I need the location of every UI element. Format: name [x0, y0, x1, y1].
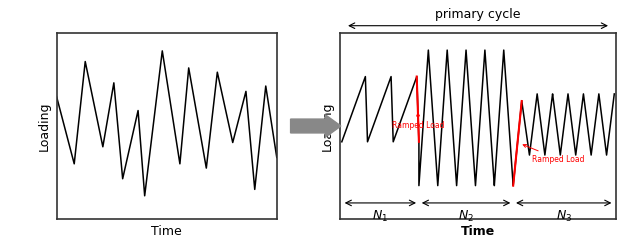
Y-axis label: Loading: Loading	[38, 101, 51, 151]
Text: Ramped Load: Ramped Load	[523, 144, 585, 164]
Text: Ramped Load: Ramped Load	[392, 113, 445, 130]
Y-axis label: Loading: Loading	[321, 101, 334, 151]
Text: $N_3$: $N_3$	[555, 209, 572, 224]
Text: $N_1$: $N_1$	[372, 209, 388, 224]
Text: primary cycle: primary cycle	[435, 8, 521, 21]
X-axis label: Time: Time	[461, 225, 495, 238]
Text: $N_2$: $N_2$	[458, 209, 474, 224]
X-axis label: Time: Time	[152, 225, 182, 238]
